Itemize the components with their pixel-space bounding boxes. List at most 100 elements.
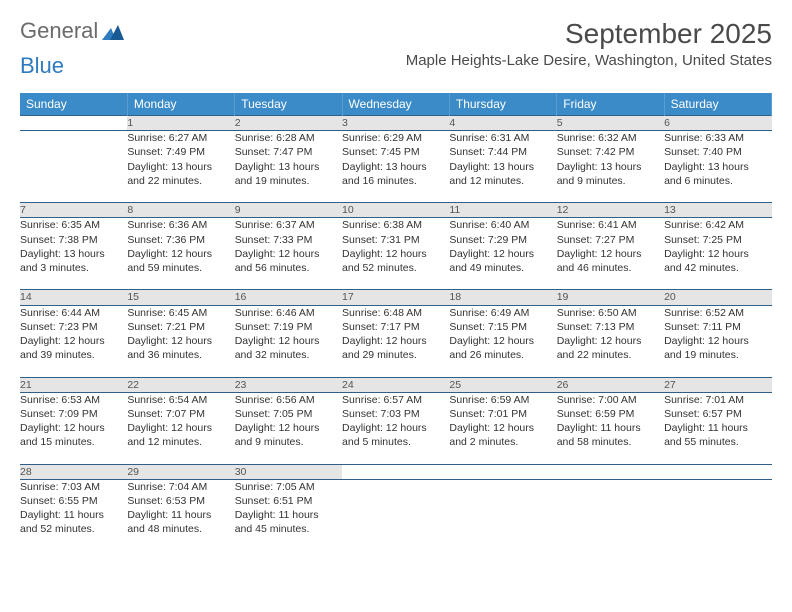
daynum-cell <box>557 464 664 479</box>
detail-cell: Sunrise: 6:54 AMSunset: 7:07 PMDaylight:… <box>127 392 234 464</box>
detail-cell: Sunrise: 6:56 AMSunset: 7:05 PMDaylight:… <box>235 392 342 464</box>
weekday-header: Monday <box>127 93 234 116</box>
detail-cell <box>557 479 664 551</box>
day2-text: and 36 minutes. <box>127 348 234 362</box>
daynum-cell <box>664 464 771 479</box>
sunset-text: Sunset: 7:23 PM <box>20 320 127 334</box>
daynum-row: 123456 <box>20 116 772 131</box>
sunset-text: Sunset: 7:31 PM <box>342 233 449 247</box>
logo-mark-icon <box>102 22 124 40</box>
day1-text: Daylight: 12 hours <box>127 334 234 348</box>
day2-text: and 22 minutes. <box>557 348 664 362</box>
daynum-cell <box>449 464 556 479</box>
daynum-cell: 28 <box>20 464 127 479</box>
day2-text: and 2 minutes. <box>449 435 556 449</box>
day2-text: and 29 minutes. <box>342 348 449 362</box>
detail-row: Sunrise: 6:35 AMSunset: 7:38 PMDaylight:… <box>20 218 772 290</box>
sunrise-text: Sunrise: 6:35 AM <box>20 218 127 232</box>
day2-text: and 5 minutes. <box>342 435 449 449</box>
sunrise-text: Sunrise: 6:41 AM <box>557 218 664 232</box>
day1-text: Daylight: 11 hours <box>20 508 127 522</box>
daynum-cell <box>342 464 449 479</box>
weekday-header-row: Sunday Monday Tuesday Wednesday Thursday… <box>20 93 772 116</box>
detail-cell: Sunrise: 6:53 AMSunset: 7:09 PMDaylight:… <box>20 392 127 464</box>
detail-cell: Sunrise: 6:33 AMSunset: 7:40 PMDaylight:… <box>664 131 771 203</box>
sunrise-text: Sunrise: 6:27 AM <box>127 131 234 145</box>
sunset-text: Sunset: 7:29 PM <box>449 233 556 247</box>
day2-text: and 42 minutes. <box>664 261 771 275</box>
daynum-cell: 7 <box>20 203 127 218</box>
sunrise-text: Sunrise: 6:42 AM <box>664 218 771 232</box>
day2-text: and 16 minutes. <box>342 174 449 188</box>
daynum-cell: 8 <box>127 203 234 218</box>
day1-text: Daylight: 12 hours <box>235 334 342 348</box>
daynum-row: 282930 <box>20 464 772 479</box>
detail-cell: Sunrise: 6:57 AMSunset: 7:03 PMDaylight:… <box>342 392 449 464</box>
sunset-text: Sunset: 6:55 PM <box>20 494 127 508</box>
sunrise-text: Sunrise: 6:48 AM <box>342 306 449 320</box>
detail-cell: Sunrise: 7:00 AMSunset: 6:59 PMDaylight:… <box>557 392 664 464</box>
daynum-cell: 1 <box>127 116 234 131</box>
sunrise-text: Sunrise: 6:46 AM <box>235 306 342 320</box>
detail-cell: Sunrise: 6:48 AMSunset: 7:17 PMDaylight:… <box>342 305 449 377</box>
sunset-text: Sunset: 7:25 PM <box>664 233 771 247</box>
detail-cell: Sunrise: 6:40 AMSunset: 7:29 PMDaylight:… <box>449 218 556 290</box>
detail-row: Sunrise: 6:44 AMSunset: 7:23 PMDaylight:… <box>20 305 772 377</box>
sunset-text: Sunset: 7:09 PM <box>20 407 127 421</box>
detail-cell <box>449 479 556 551</box>
day1-text: Daylight: 12 hours <box>127 247 234 261</box>
day2-text: and 9 minutes. <box>235 435 342 449</box>
detail-cell: Sunrise: 7:03 AMSunset: 6:55 PMDaylight:… <box>20 479 127 551</box>
day1-text: Daylight: 12 hours <box>127 421 234 435</box>
day2-text: and 46 minutes. <box>557 261 664 275</box>
sunset-text: Sunset: 7:15 PM <box>449 320 556 334</box>
detail-cell: Sunrise: 6:31 AMSunset: 7:44 PMDaylight:… <box>449 131 556 203</box>
logo-text-blue: Blue <box>20 53 64 78</box>
daynum-cell: 20 <box>664 290 771 305</box>
sunrise-text: Sunrise: 6:36 AM <box>127 218 234 232</box>
daynum-cell: 5 <box>557 116 664 131</box>
day2-text: and 56 minutes. <box>235 261 342 275</box>
sunset-text: Sunset: 7:47 PM <box>235 145 342 159</box>
day1-text: Daylight: 11 hours <box>127 508 234 522</box>
daynum-cell: 2 <box>235 116 342 131</box>
daynum-cell: 17 <box>342 290 449 305</box>
sunrise-text: Sunrise: 6:53 AM <box>20 393 127 407</box>
daynum-cell: 26 <box>557 377 664 392</box>
daynum-cell: 18 <box>449 290 556 305</box>
sunset-text: Sunset: 6:59 PM <box>557 407 664 421</box>
day1-text: Daylight: 12 hours <box>342 247 449 261</box>
daynum-cell: 23 <box>235 377 342 392</box>
daynum-row: 21222324252627 <box>20 377 772 392</box>
detail-row: Sunrise: 7:03 AMSunset: 6:55 PMDaylight:… <box>20 479 772 551</box>
day2-text: and 3 minutes. <box>20 261 127 275</box>
daynum-cell: 3 <box>342 116 449 131</box>
weekday-header: Thursday <box>449 93 556 116</box>
sunrise-text: Sunrise: 6:32 AM <box>557 131 664 145</box>
sunset-text: Sunset: 6:53 PM <box>127 494 234 508</box>
day1-text: Daylight: 12 hours <box>449 334 556 348</box>
detail-cell: Sunrise: 7:05 AMSunset: 6:51 PMDaylight:… <box>235 479 342 551</box>
weekday-header: Tuesday <box>235 93 342 116</box>
logo: General <box>20 18 126 44</box>
daynum-cell: 16 <box>235 290 342 305</box>
sunset-text: Sunset: 7:44 PM <box>449 145 556 159</box>
day1-text: Daylight: 12 hours <box>342 334 449 348</box>
day2-text: and 19 minutes. <box>235 174 342 188</box>
sunrise-text: Sunrise: 6:28 AM <box>235 131 342 145</box>
sunrise-text: Sunrise: 7:04 AM <box>127 480 234 494</box>
sunset-text: Sunset: 7:49 PM <box>127 145 234 159</box>
detail-cell: Sunrise: 6:49 AMSunset: 7:15 PMDaylight:… <box>449 305 556 377</box>
day1-text: Daylight: 13 hours <box>449 160 556 174</box>
sunset-text: Sunset: 6:51 PM <box>235 494 342 508</box>
detail-cell: Sunrise: 6:36 AMSunset: 7:36 PMDaylight:… <box>127 218 234 290</box>
daynum-cell: 25 <box>449 377 556 392</box>
sunset-text: Sunset: 7:11 PM <box>664 320 771 334</box>
sunset-text: Sunset: 7:27 PM <box>557 233 664 247</box>
sunset-text: Sunset: 7:40 PM <box>664 145 771 159</box>
day1-text: Daylight: 12 hours <box>557 247 664 261</box>
day2-text: and 52 minutes. <box>20 522 127 536</box>
sunrise-text: Sunrise: 6:49 AM <box>449 306 556 320</box>
daynum-cell: 27 <box>664 377 771 392</box>
daynum-cell: 4 <box>449 116 556 131</box>
